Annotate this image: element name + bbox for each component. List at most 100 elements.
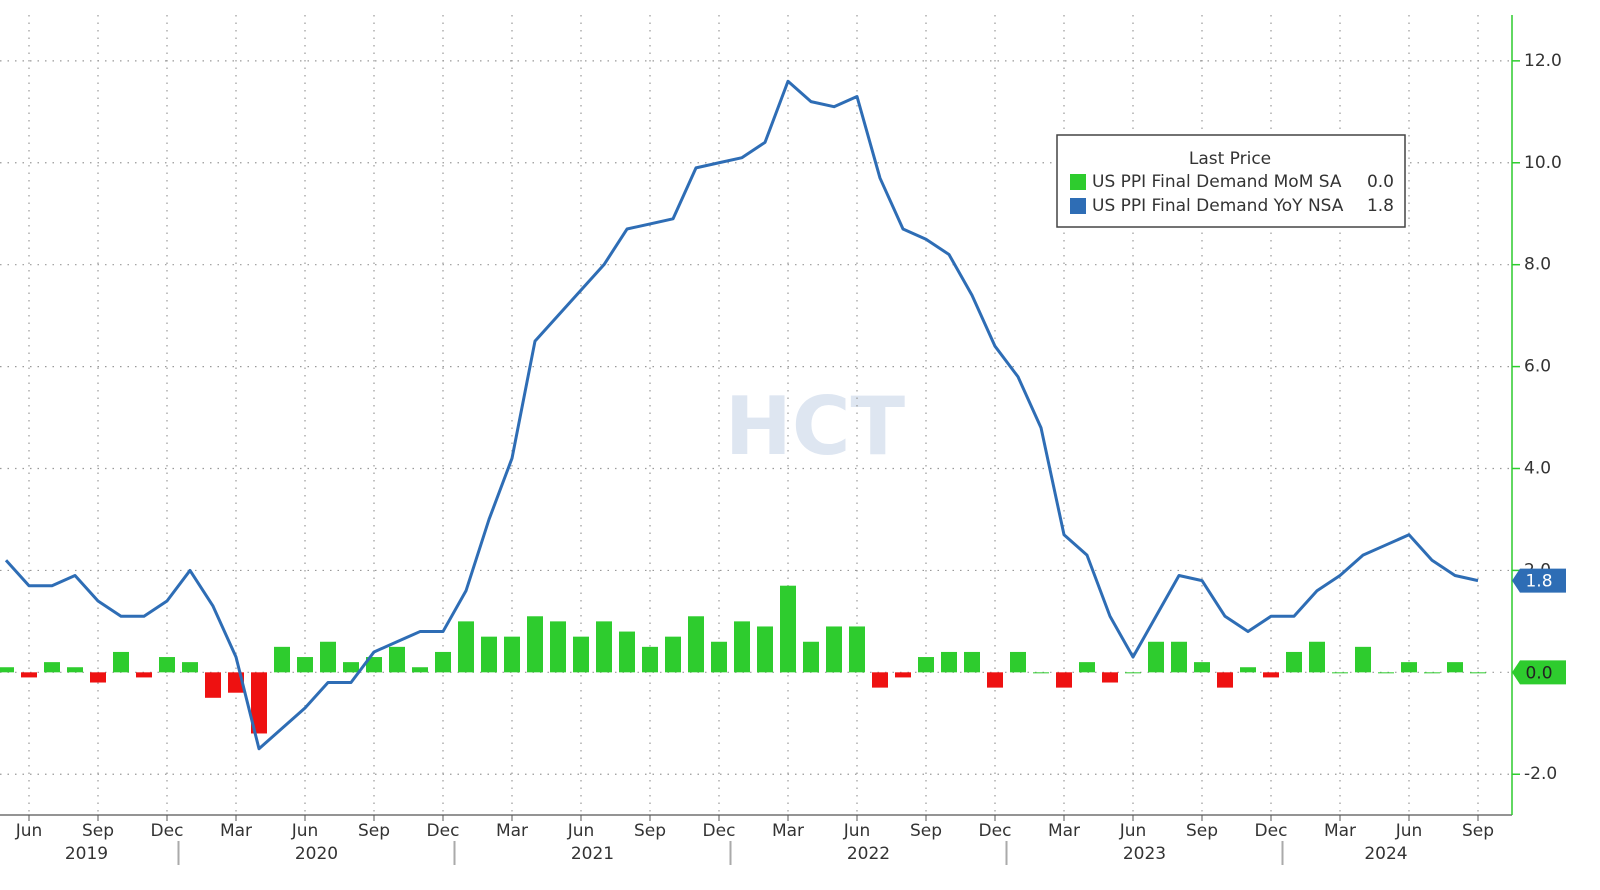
x-tick-label: Dec xyxy=(151,821,184,841)
bar xyxy=(90,672,106,683)
x-tick-label: Mar xyxy=(1324,821,1356,841)
x-tick-label: Sep xyxy=(1462,821,1494,841)
bar xyxy=(1125,672,1141,674)
y-tick-label: 10.0 xyxy=(1524,153,1562,173)
bar xyxy=(182,662,198,673)
legend-label: US PPI Final Demand YoY NSA xyxy=(1092,196,1344,216)
year-label: 2021 xyxy=(571,844,614,864)
bar xyxy=(1286,651,1302,673)
bar xyxy=(1401,662,1417,673)
bar xyxy=(1217,672,1233,688)
bar xyxy=(895,672,911,678)
bar xyxy=(113,651,129,673)
x-tick-label: Dec xyxy=(979,821,1012,841)
x-tick-label: Dec xyxy=(427,821,460,841)
bar xyxy=(688,616,704,673)
year-label: 2024 xyxy=(1364,844,1407,864)
bar xyxy=(550,621,566,673)
bar xyxy=(1056,672,1072,688)
x-tick-label: Jun xyxy=(1119,821,1147,841)
bar xyxy=(389,646,405,673)
bar xyxy=(435,651,451,673)
bar xyxy=(205,672,221,698)
legend-value: 1.8 xyxy=(1367,196,1394,216)
bar xyxy=(297,657,313,673)
bar xyxy=(1079,662,1095,673)
bar xyxy=(481,636,497,673)
legend-box xyxy=(1056,134,1406,228)
bar xyxy=(1033,672,1049,674)
bar xyxy=(44,662,60,673)
last-value-label: 0.0 xyxy=(1525,663,1552,683)
y-tick-label: 12.0 xyxy=(1524,51,1562,71)
bar xyxy=(1102,672,1118,683)
bar xyxy=(1332,672,1348,674)
x-tick-label: Jun xyxy=(843,821,871,841)
watermark: HCT xyxy=(725,380,906,473)
bar xyxy=(0,667,14,673)
last-value-label: 1.8 xyxy=(1525,572,1552,592)
bar xyxy=(21,672,37,678)
year-label: 2020 xyxy=(295,844,338,864)
bar xyxy=(1309,641,1325,673)
bar xyxy=(849,626,865,673)
bar xyxy=(1263,672,1279,678)
bar xyxy=(941,651,957,673)
bar xyxy=(596,621,612,673)
bar xyxy=(136,672,152,678)
x-tick-label: Jun xyxy=(291,821,319,841)
x-tick-label: Mar xyxy=(1048,821,1080,841)
legend-label: US PPI Final Demand MoM SA xyxy=(1092,172,1342,192)
bar xyxy=(1378,672,1394,674)
line xyxy=(4,79,1479,751)
bar xyxy=(872,672,888,688)
legend-value: 0.0 xyxy=(1367,172,1394,192)
bar xyxy=(711,641,727,673)
bar xyxy=(412,667,428,673)
bar xyxy=(826,626,842,673)
bar xyxy=(320,641,336,673)
x-tick-label: Mar xyxy=(220,821,252,841)
x-tick-label: Dec xyxy=(1255,821,1288,841)
bar xyxy=(1148,641,1164,673)
x-tick-label: Jun xyxy=(567,821,595,841)
y-tick-label: -2.0 xyxy=(1524,764,1557,784)
x-tick-label: Sep xyxy=(910,821,942,841)
last-value-flag xyxy=(1512,660,1566,685)
bar xyxy=(251,672,267,734)
bar xyxy=(1010,651,1026,673)
bar xyxy=(642,646,658,673)
bar xyxy=(803,641,819,673)
bar xyxy=(964,651,980,673)
bar xyxy=(343,662,359,673)
bar xyxy=(274,646,290,673)
bar xyxy=(366,657,382,673)
bar xyxy=(458,621,474,673)
bar xyxy=(573,636,589,673)
year-label: 2023 xyxy=(1123,844,1166,864)
bar xyxy=(665,636,681,673)
y-tick-label: 8.0 xyxy=(1524,255,1551,275)
y-tick-label: 6.0 xyxy=(1524,357,1551,377)
bar xyxy=(734,621,750,673)
bar xyxy=(987,672,1003,688)
bar xyxy=(1447,662,1463,673)
bar xyxy=(1470,672,1486,674)
x-tick-label: Sep xyxy=(358,821,390,841)
x-tick-label: Mar xyxy=(496,821,528,841)
bar xyxy=(780,585,796,673)
x-tick-label: Sep xyxy=(1186,821,1218,841)
legend-swatch xyxy=(1070,198,1086,214)
bar xyxy=(1194,662,1210,673)
bar xyxy=(159,657,175,673)
bar xyxy=(1424,672,1440,674)
bar xyxy=(757,626,773,673)
x-tick-label: Jun xyxy=(1395,821,1423,841)
bar xyxy=(619,631,635,673)
bar xyxy=(1240,667,1256,673)
x-tick-label: Jun xyxy=(15,821,43,841)
bar xyxy=(1171,641,1187,673)
bar xyxy=(1355,646,1371,673)
last-value-flag xyxy=(1512,568,1566,593)
